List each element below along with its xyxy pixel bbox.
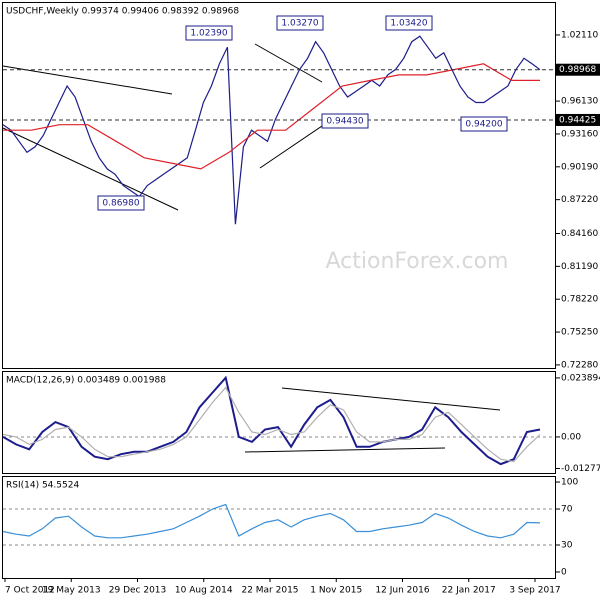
- price-label: 0.98968: [559, 65, 596, 75]
- trend-line: [2, 65, 173, 95]
- annotation-box: [185, 25, 233, 41]
- series-line: [2, 503, 541, 539]
- y-tick-label: 100: [561, 478, 578, 488]
- x-tick-label: 22 Jan 2017: [442, 586, 496, 596]
- annotation-box: [385, 15, 433, 31]
- trend-line: [259, 125, 323, 169]
- y-tick-label: 0.84160: [561, 229, 598, 239]
- annotation-box: [321, 113, 369, 129]
- price-label-box: [556, 63, 600, 76]
- y-tick-label: 0.75250: [561, 328, 598, 338]
- annotation-box: [97, 195, 145, 211]
- x-tick-label: 10 Aug 2014: [175, 586, 233, 596]
- rsi-panel: [2, 476, 556, 579]
- chart-title: USDCHF,Weekly 0.99374 0.99406 0.98392 0.…: [6, 7, 239, 17]
- annotation-box: [276, 15, 324, 31]
- y-tick-label: 0.78220: [561, 295, 598, 305]
- x-tick-label: 12 Jun 2016: [375, 586, 429, 596]
- macd-title: MACD(12,26,9) 0.003489 0.001988: [6, 376, 166, 386]
- x-tick-label: 3 Sep 2017: [509, 586, 560, 596]
- series-line: [2, 375, 541, 466]
- series-line: [3, 63, 540, 170]
- x-tick-label: 22 Mar 2015: [241, 586, 298, 596]
- macd-panel: [2, 371, 556, 474]
- annotation: 0.86980: [102, 199, 139, 209]
- annotation: 1.03420: [390, 19, 427, 29]
- x-tick-label: 1 Nov 2015: [310, 586, 362, 596]
- trend-line: [281, 387, 501, 411]
- y-tick-label: 0.72280: [561, 360, 598, 370]
- y-tick-label: 0.023894: [561, 373, 600, 383]
- y-tick-label: 0.00: [561, 432, 581, 442]
- price-panel: [2, 2, 556, 369]
- y-tick-label: 0.81190: [561, 262, 598, 272]
- price-label: 0.94425: [559, 115, 596, 125]
- annotation: 1.02390: [190, 29, 227, 39]
- rsi-title: RSI(14) 54.5524: [6, 481, 79, 491]
- annotation: 0.94200: [465, 120, 502, 130]
- x-tick-label: 7 Oct 2012: [5, 586, 55, 596]
- annotation: 1.03270: [281, 19, 318, 29]
- y-tick-label: 0.87220: [561, 195, 598, 205]
- y-tick-label: 70: [561, 505, 573, 515]
- y-tick-label: 0.96130: [561, 97, 598, 107]
- annotation-box: [460, 116, 508, 132]
- trend-line: [244, 447, 446, 453]
- y-tick-label: -0.012772: [561, 464, 600, 474]
- trend-line: [2, 127, 179, 211]
- y-tick-label: 0.93160: [561, 129, 598, 139]
- y-tick-label: 30: [561, 540, 573, 550]
- watermark: ActionForex.com: [326, 249, 509, 274]
- series-line: [2, 386, 541, 463]
- trend-lines: [2, 43, 501, 453]
- x-tick-label: 19 May 2013: [42, 586, 101, 596]
- y-tick-label: 0.90190: [561, 162, 598, 172]
- price-label-box: [556, 113, 600, 126]
- y-tick-label: 1.02110: [561, 30, 598, 40]
- trend-line: [254, 43, 323, 83]
- x-tick-label: 29 Dec 2013: [109, 586, 167, 596]
- annotation: 0.94430: [326, 117, 363, 127]
- y-tick-label: 0: [561, 567, 567, 577]
